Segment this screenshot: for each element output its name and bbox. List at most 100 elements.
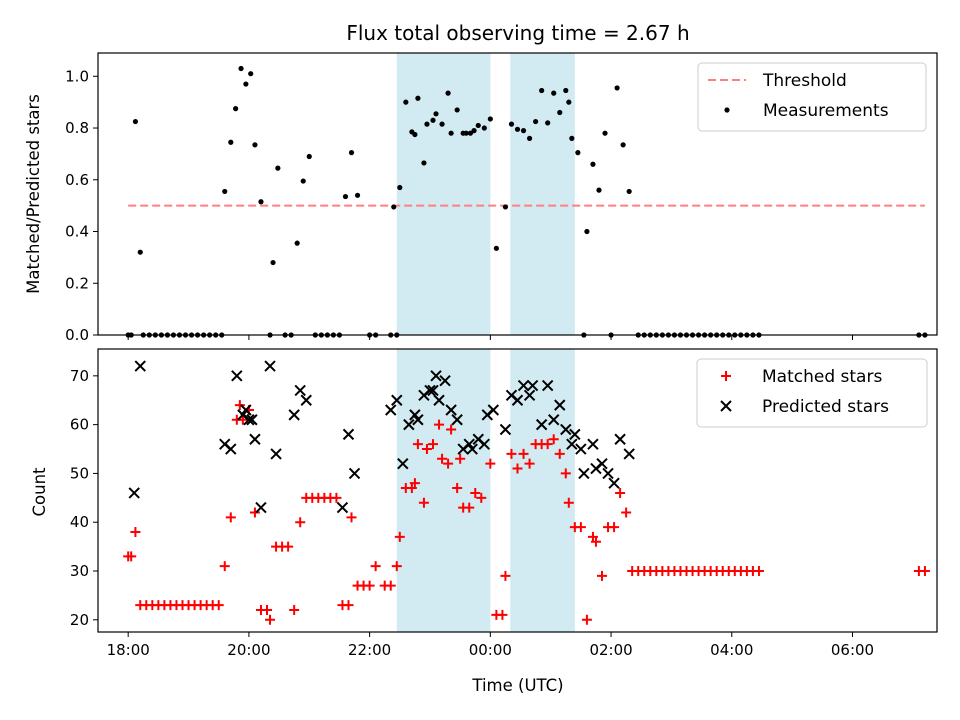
data-point xyxy=(300,178,306,184)
data-point xyxy=(238,65,244,72)
data-point xyxy=(342,193,349,200)
series-matched-stars xyxy=(123,400,930,625)
data-point xyxy=(575,150,581,156)
legend-label: Predicted stars xyxy=(762,397,889,417)
data-point xyxy=(514,126,521,132)
data-point xyxy=(466,443,478,455)
data-point xyxy=(439,121,445,127)
plot-frame xyxy=(97,348,938,633)
data-point xyxy=(575,522,586,533)
data-point xyxy=(364,580,375,591)
data-point xyxy=(445,90,451,96)
data-point xyxy=(597,570,608,581)
data-point xyxy=(132,118,139,125)
data-point xyxy=(753,566,764,577)
data-point xyxy=(249,433,261,445)
data-point xyxy=(569,135,575,141)
x-tick-label: 00:00 xyxy=(469,641,512,659)
data-point xyxy=(919,566,930,577)
y-tick-label: 20 xyxy=(70,611,89,629)
data-point xyxy=(264,360,276,372)
data-point xyxy=(346,512,357,523)
data-point xyxy=(418,497,429,508)
data-point xyxy=(331,492,342,503)
legend-label: Threshold xyxy=(762,71,847,91)
data-point xyxy=(448,130,454,136)
x-axis-label: Time (UTC) xyxy=(471,676,563,695)
data-point xyxy=(506,448,517,459)
legend-marker-swatch xyxy=(721,371,731,381)
data-point xyxy=(391,394,403,406)
chart-title: Flux total observing time = 2.67 h xyxy=(346,21,689,45)
data-point xyxy=(128,487,140,499)
legend-marker-swatch xyxy=(724,107,730,113)
top-y-axis-label: Matched/Predicted stars xyxy=(24,94,43,294)
data-point xyxy=(343,600,354,611)
data-point xyxy=(275,165,281,171)
data-point xyxy=(602,130,608,136)
data-point xyxy=(497,609,508,620)
data-point xyxy=(433,394,445,406)
data-point xyxy=(566,438,578,450)
data-point xyxy=(560,423,572,436)
data-point xyxy=(225,443,237,455)
data-point xyxy=(354,192,361,198)
data-point xyxy=(467,130,474,136)
data-point xyxy=(255,501,267,514)
legend-label: Measurements xyxy=(763,101,889,121)
data-point xyxy=(602,467,614,480)
legend-marker-swatch xyxy=(720,400,732,412)
data-point xyxy=(464,502,475,513)
data-point xyxy=(342,428,355,441)
data-point xyxy=(557,109,563,116)
data-point xyxy=(615,487,626,498)
data-point xyxy=(348,150,355,156)
data-point xyxy=(545,120,551,126)
data-point xyxy=(391,204,397,210)
data-point xyxy=(475,122,481,129)
data-point xyxy=(487,404,500,416)
y-tick-label: 0.8 xyxy=(65,119,89,137)
legend-box xyxy=(697,62,927,132)
data-point xyxy=(427,384,439,397)
data-point xyxy=(520,128,527,134)
data-point xyxy=(614,433,626,445)
data-point xyxy=(233,106,239,112)
data-point xyxy=(517,379,530,392)
data-point xyxy=(243,414,255,426)
data-point xyxy=(596,457,608,470)
data-point xyxy=(237,414,248,425)
data-point xyxy=(348,467,361,480)
data-point xyxy=(294,240,300,246)
data-point xyxy=(258,199,264,205)
plot-frame xyxy=(97,52,938,336)
y-tick-label: 70 xyxy=(70,367,89,385)
data-point xyxy=(518,448,529,459)
data-point xyxy=(421,160,427,166)
data-point xyxy=(409,478,420,489)
series-predicted-stars xyxy=(128,360,635,514)
data-point xyxy=(134,360,146,372)
data-point xyxy=(451,414,463,426)
data-point xyxy=(265,614,276,625)
data-point xyxy=(228,139,234,145)
bottom-panel: 20 30 40 50 60 70 18:00 20:00 22:00 00:00 02:00 04:… xyxy=(70,348,938,659)
data-point xyxy=(596,187,602,193)
data-point xyxy=(137,249,143,255)
data-point xyxy=(452,483,463,494)
data-point xyxy=(493,245,499,251)
shaded-interval xyxy=(510,349,575,632)
data-point xyxy=(430,117,436,123)
data-point xyxy=(533,118,539,125)
data-point xyxy=(403,99,409,105)
data-point xyxy=(427,439,438,450)
y-tick-label: 0.0 xyxy=(65,326,89,344)
data-point xyxy=(391,561,402,572)
y-tick-label: 0.4 xyxy=(65,223,89,241)
data-point xyxy=(225,512,236,523)
data-point xyxy=(526,379,539,392)
data-point xyxy=(511,394,524,406)
data-point xyxy=(394,531,405,542)
data-point xyxy=(569,428,581,441)
